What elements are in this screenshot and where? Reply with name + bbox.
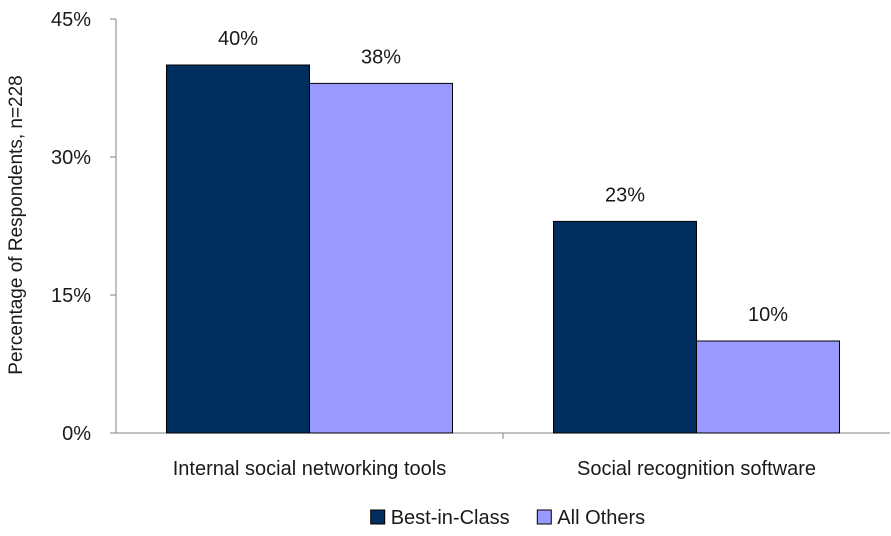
bar-all-others (696, 340, 840, 434)
bar-best-in-class (166, 64, 310, 434)
data-label: 23% (605, 184, 645, 206)
legend-swatch (536, 509, 552, 525)
legend: Best-in-Class All Others (370, 507, 645, 529)
category-label: Internal social networking tools (173, 458, 446, 480)
legend-swatch (370, 509, 386, 525)
category-label: Social recognition software (577, 458, 816, 480)
data-label: 10% (748, 304, 788, 326)
legend-label: Best-in-Class (391, 507, 510, 529)
data-label: 38% (361, 46, 401, 68)
data-label: 40% (218, 28, 258, 50)
bar-best-in-class (553, 220, 697, 434)
legend-label: All Others (557, 507, 645, 529)
plot-area: 0% 15% 30% 45% 40% 38% Internal social network… (51, 9, 890, 480)
y-tick-label: 0% (62, 423, 91, 445)
bar-all-others (309, 82, 453, 434)
y-tick-label: 45% (51, 9, 91, 31)
y-tick-label: 30% (51, 147, 91, 169)
y-axis-title: Percentage of Respondents, n=228 (6, 75, 27, 374)
y-tick-label: 15% (51, 285, 91, 307)
